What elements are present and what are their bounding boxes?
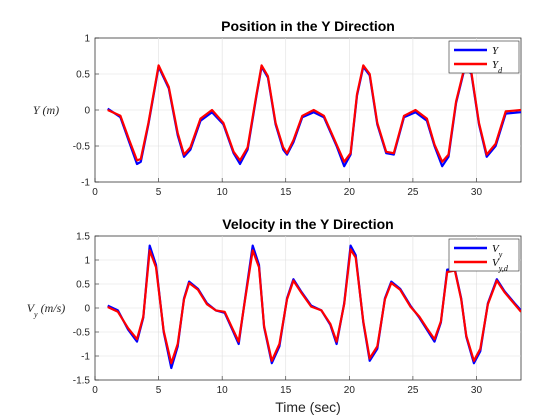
x-tick-label: 10	[217, 385, 229, 396]
legend-entry: Vy,d	[492, 257, 509, 273]
y-tick-label: -1	[81, 178, 90, 189]
legend-entry: Vy	[492, 243, 503, 259]
legend: Y Yd	[448, 40, 520, 75]
x-tick-label: 0	[92, 385, 98, 396]
x-tick-label: 10	[217, 187, 229, 198]
y-axis-label: Y (m)	[33, 103, 59, 117]
legend-entry: Yd	[492, 59, 503, 75]
y-tick-label: 1	[84, 34, 90, 45]
y-tick-label: 0	[84, 106, 90, 117]
x-tick-label: 30	[471, 187, 483, 198]
y-tick-label: 1.5	[76, 232, 90, 243]
x-tick-label: 15	[280, 187, 292, 198]
velocity-plot: 0 5 10 15 20 25 30 -1.5 -1 -0.5 0 0.5 1 1.5 Velocity i…	[27, 216, 522, 415]
legend-box	[448, 238, 520, 272]
position-plot: 0 5 10 15 20 25 30 -1 -0.5 0 0.5 1 Position in the Y…	[33, 18, 522, 198]
y-tick-label: -0.5	[73, 142, 91, 153]
chart-title: Position in the Y Direction	[221, 18, 395, 34]
y-tick-label: -1	[81, 352, 90, 363]
x-tick-label: 0	[92, 187, 98, 198]
y-tick-label: 0	[84, 304, 90, 315]
x-tick-label: 25	[407, 385, 419, 396]
y-axis-label: Vy (m/s)	[27, 301, 66, 319]
x-tick-label: 30	[471, 385, 483, 396]
y-tick-label: 0.5	[76, 70, 90, 81]
legend-box	[448, 40, 520, 74]
x-tick-label: 5	[156, 187, 162, 198]
chart-title: Velocity in the Y Direction	[222, 216, 393, 232]
y-tick-label: 1	[84, 256, 90, 267]
series-line-desired	[107, 64, 521, 163]
x-tick-label: 20	[344, 187, 356, 198]
x-tick-label: 15	[280, 385, 292, 396]
legend-entry: Y	[492, 45, 500, 57]
x-tick-label: 20	[344, 385, 356, 396]
y-tick-label: -0.5	[73, 328, 91, 339]
x-tick-label: 5	[156, 385, 162, 396]
y-tick-label: -1.5	[73, 376, 91, 387]
y-tick-label: 0.5	[76, 280, 90, 291]
x-tick-label: 25	[407, 187, 419, 198]
x-axis-label: Time (sec)	[275, 399, 341, 415]
